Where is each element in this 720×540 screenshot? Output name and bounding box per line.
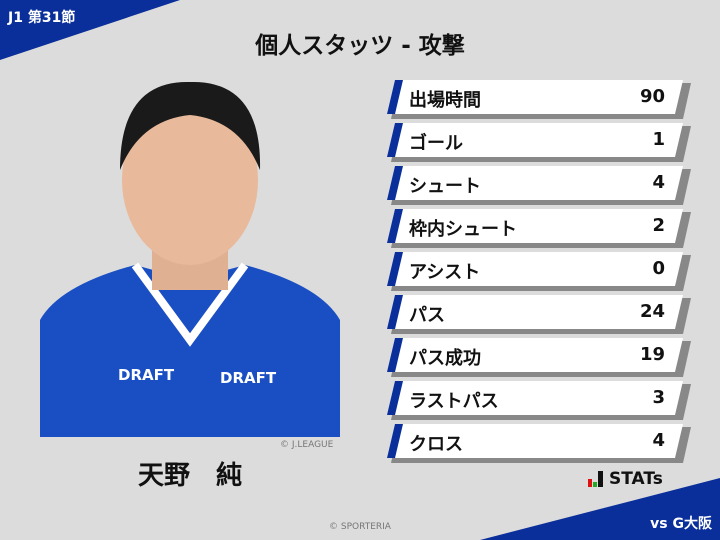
stat-row: パス 24 (387, 295, 687, 331)
stat-row: アシスト 0 (387, 252, 687, 288)
stat-row: ラストパス 3 (387, 381, 687, 417)
stat-value: 4 (652, 172, 665, 193)
stat-value: 19 (639, 344, 665, 365)
stat-label: アシスト (409, 262, 481, 283)
stats-logo-text: STATs (609, 469, 663, 489)
stat-value: 4 (652, 430, 665, 451)
stat-row: 出場時間 90 (387, 80, 687, 116)
shirt-sponsor-left: DRAFT (118, 366, 175, 384)
stat-label: シュート (409, 176, 481, 197)
stat-row: シュート 4 (387, 166, 687, 202)
page-title: 個人スタッツ - 攻撃 (255, 33, 465, 59)
row-bar (387, 123, 683, 157)
row-bar (387, 424, 683, 458)
bar-chart-icon (588, 471, 603, 487)
row-bar (387, 338, 683, 372)
stat-value: 24 (639, 301, 665, 322)
round-label: J1 第31節 (8, 10, 76, 26)
row-bar (387, 166, 683, 200)
stat-row: クロス 4 (387, 424, 687, 460)
stat-label: 枠内シュート (409, 219, 517, 240)
stat-value: 3 (652, 387, 665, 408)
row-bar (387, 252, 683, 286)
stat-label: パス (409, 305, 445, 326)
row-bar (387, 295, 683, 329)
stat-row: パス成功 19 (387, 338, 687, 374)
stat-label: パス成功 (409, 348, 481, 369)
shirt-sponsor-right: DRAFT (220, 369, 277, 387)
stat-label: ラストパス (409, 391, 499, 412)
row-bar (387, 80, 683, 114)
player-photo: DRAFT DRAFT (40, 70, 340, 437)
stat-row: ゴール 1 (387, 123, 687, 159)
stat-value: 2 (652, 215, 665, 236)
stat-label: 出場時間 (409, 90, 481, 111)
stat-value: 90 (639, 86, 665, 107)
stat-value: 1 (652, 129, 665, 150)
stats-logo: STATs (588, 469, 663, 489)
opponent-label: vs G大阪 (650, 516, 712, 532)
photo-credit: © J.LEAGUE (280, 440, 334, 450)
row-bar (387, 209, 683, 243)
player-name: 天野 純 (137, 461, 242, 491)
row-bar (387, 381, 683, 415)
stat-row: 枠内シュート 2 (387, 209, 687, 245)
copyright: © SPORTERIA (329, 522, 391, 532)
stat-label: ゴール (409, 133, 463, 154)
stat-label: クロス (409, 434, 463, 455)
stat-value: 0 (652, 258, 665, 279)
